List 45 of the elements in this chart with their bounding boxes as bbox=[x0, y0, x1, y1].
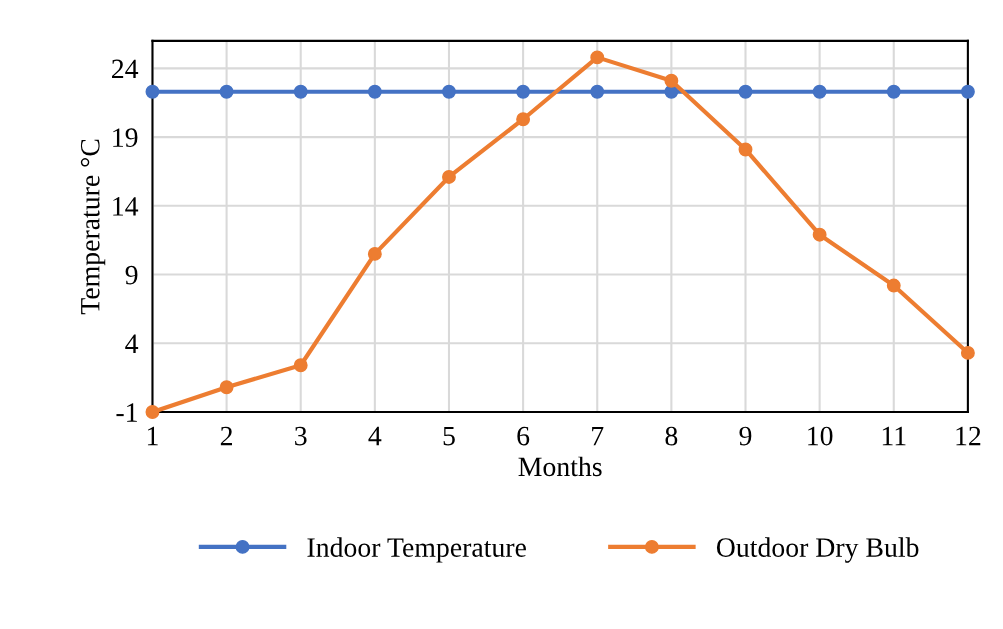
legend-label: Outdoor Dry Bulb bbox=[716, 537, 919, 563]
y-tick-label: 19 bbox=[113, 128, 138, 148]
x-tick-label: 10 bbox=[808, 426, 833, 446]
x-tick-label: 12 bbox=[956, 426, 981, 446]
y-tick-label: 14 bbox=[113, 197, 139, 216]
point bbox=[812, 84, 827, 99]
point bbox=[516, 84, 531, 99]
point bbox=[738, 84, 753, 99]
point bbox=[293, 358, 308, 373]
point bbox=[960, 345, 975, 360]
point bbox=[738, 142, 753, 157]
point bbox=[886, 278, 901, 293]
point bbox=[219, 380, 234, 395]
point bbox=[367, 84, 382, 99]
x-tick-label: 5 bbox=[443, 426, 455, 446]
point bbox=[812, 227, 827, 242]
point bbox=[590, 84, 605, 99]
x-axis-title: Months bbox=[518, 456, 602, 477]
x-tick-label: 3 bbox=[295, 426, 307, 446]
y-tick-label: 24 bbox=[112, 59, 139, 79]
point bbox=[886, 84, 901, 99]
x-tick-label: 9 bbox=[739, 426, 752, 446]
point bbox=[516, 112, 531, 127]
x-tick-label: 1 bbox=[147, 426, 158, 446]
y-tick-label: 9 bbox=[125, 265, 138, 285]
y-axis-title: Temperature °C bbox=[80, 139, 106, 315]
x-tick-label: 2 bbox=[220, 426, 232, 446]
x-tick-label: 11 bbox=[882, 426, 906, 446]
point bbox=[367, 246, 382, 261]
point bbox=[219, 84, 234, 99]
point bbox=[442, 170, 456, 184]
x-tick-label: 7 bbox=[592, 426, 604, 446]
x-tick-label: 8 bbox=[665, 426, 678, 446]
y-tick-label: -1 bbox=[116, 403, 137, 422]
x-tick-label: 6 bbox=[517, 426, 530, 446]
point bbox=[293, 84, 308, 99]
x-tick-label: 4 bbox=[368, 426, 382, 446]
point bbox=[145, 405, 160, 419]
y-tick-label: 4 bbox=[125, 334, 139, 353]
point bbox=[664, 73, 679, 88]
point bbox=[145, 84, 160, 99]
point bbox=[960, 84, 975, 99]
point bbox=[442, 84, 456, 99]
legend-label: Indoor Temperature bbox=[307, 537, 526, 563]
point bbox=[590, 50, 605, 65]
